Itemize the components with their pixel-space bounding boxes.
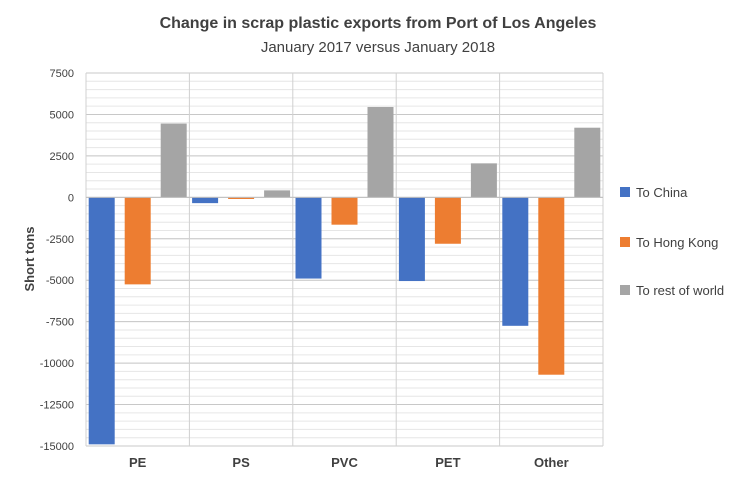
bar-to-china xyxy=(502,197,529,326)
bar-to-hong-kong xyxy=(434,197,461,244)
bar-to-rest-of-world xyxy=(574,127,601,198)
bar-to-hong-kong xyxy=(228,197,255,199)
legend: To China To Hong Kong To rest of world xyxy=(620,185,724,298)
y-tick-label: -12500 xyxy=(40,400,74,412)
chart-title: Change in scrap plastic exports from Por… xyxy=(160,15,597,32)
legend-swatch xyxy=(620,187,630,197)
y-axis-label: Short tons xyxy=(22,227,37,292)
y-tick-label: -2500 xyxy=(46,234,74,246)
legend-swatch xyxy=(620,237,630,247)
bar-to-hong-kong xyxy=(331,197,358,225)
x-tick-label: PVC xyxy=(331,455,358,470)
bars xyxy=(88,106,601,445)
y-tick-label: 5000 xyxy=(50,109,74,121)
y-tick-label: 7500 xyxy=(50,68,74,80)
y-tick-label: -5000 xyxy=(46,275,74,287)
legend-label: To rest of world xyxy=(636,283,724,298)
x-tick-label: Other xyxy=(534,455,569,470)
y-tick-label: -15000 xyxy=(40,441,74,453)
bar-to-rest-of-world xyxy=(470,163,497,198)
y-tick-label: 2500 xyxy=(50,151,74,163)
bar-to-china xyxy=(88,197,115,445)
y-tick-label: -7500 xyxy=(46,317,74,329)
bar-to-rest-of-world xyxy=(264,190,291,198)
bar-to-china xyxy=(398,197,425,282)
legend-label: To China xyxy=(636,185,688,200)
chart-subtitle: January 2017 versus January 2018 xyxy=(261,39,495,56)
y-tick-label: -10000 xyxy=(40,358,74,370)
legend-label: To Hong Kong xyxy=(636,235,718,250)
x-tick-label: PS xyxy=(232,455,250,470)
y-tick-label: 0 xyxy=(68,192,74,204)
x-tick-label: PE xyxy=(129,455,147,470)
bar-to-rest-of-world xyxy=(367,106,394,198)
axes: 7500 5000 2500 0 -2500 -5000 -7500 -10000 -12500… xyxy=(40,68,603,470)
x-tick-label: PET xyxy=(435,455,460,470)
bar-to-china xyxy=(192,197,219,204)
bar-to-hong-kong xyxy=(124,197,151,285)
bar-to-rest-of-world xyxy=(160,123,187,198)
bar-to-hong-kong xyxy=(538,197,565,375)
bar-to-china xyxy=(295,197,322,279)
legend-swatch xyxy=(620,285,630,295)
